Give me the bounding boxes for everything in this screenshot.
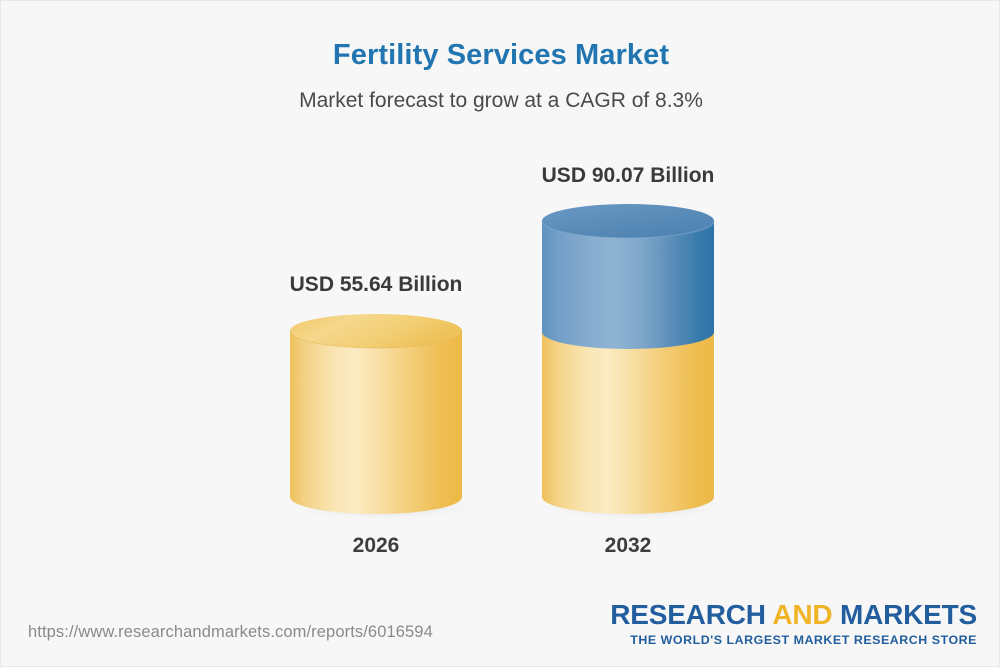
value-label-2032: USD 90.07 Billion [541, 164, 715, 187]
category-label-2032: 2032 [604, 534, 652, 557]
brand-tagline: THE WORLD'S LARGEST MARKET RESEARCH STOR… [630, 633, 977, 647]
brand-name-research: RESEARCH [610, 599, 773, 630]
cylinder-bar-2026 [289, 314, 472, 520]
chart-title: Fertility Services Market [332, 39, 670, 71]
brand-name-and: AND [772, 599, 833, 630]
source-url[interactable]: https://www.researchandmarkets.com/repor… [28, 623, 433, 641]
brand-name-markets: MARKETS [832, 599, 977, 630]
chart-subtitle: Market forecast to grow at a CAGR of 8.3… [299, 89, 703, 112]
brand-logo: RESEARCH AND MARKETS THE WORLD'S LARGEST… [610, 601, 977, 647]
chart-plot-area: USD 55.64 Billion [1, 1, 999, 601]
value-label-2026: USD 55.64 Billion [289, 273, 463, 296]
category-label-2026: 2026 [352, 534, 400, 557]
cylinder-bar-2032 [541, 204, 724, 520]
brand-name: RESEARCH AND MARKETS [610, 601, 977, 629]
